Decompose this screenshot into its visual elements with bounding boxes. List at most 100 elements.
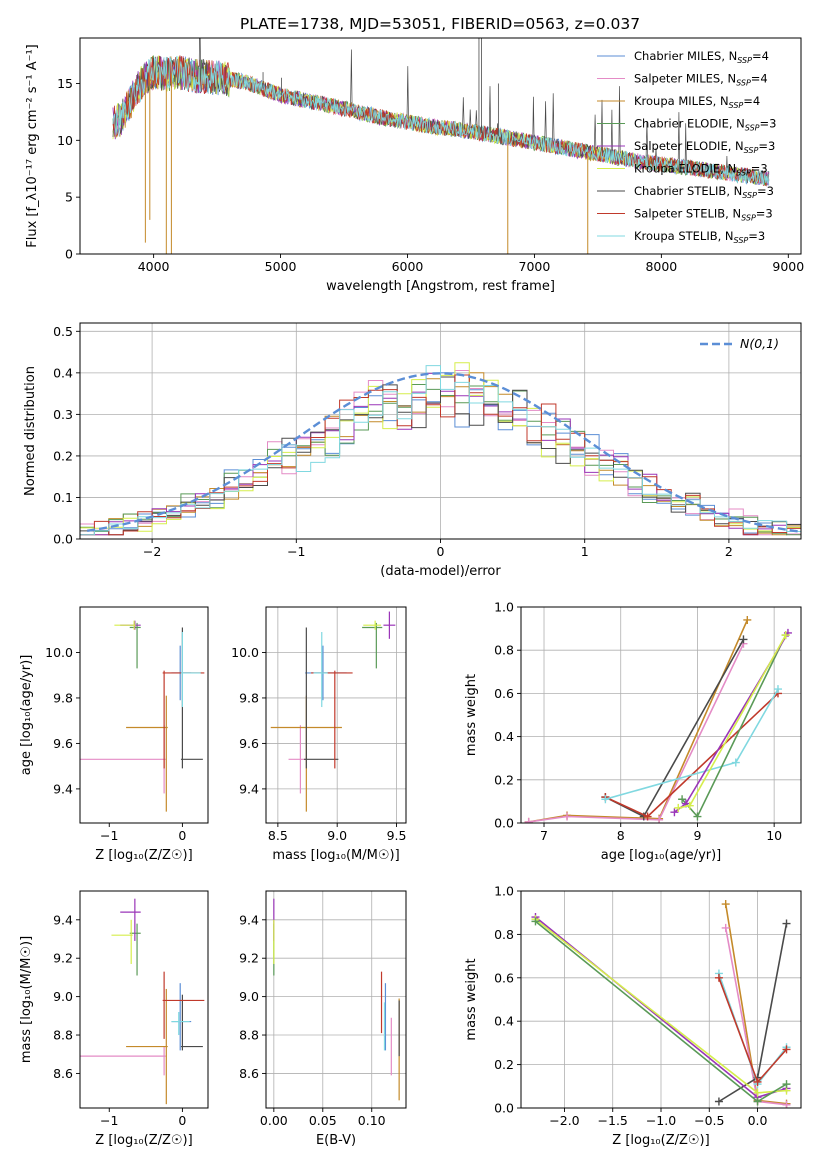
y-tick-label: 10.0 xyxy=(45,645,73,660)
legend-label: Salpeter ELODIE, NSSP=3 xyxy=(634,139,775,155)
legend-label: Kroupa ELODIE, NSSP=3 xyxy=(634,162,768,178)
weight-marker xyxy=(643,812,652,821)
x-axis-label: E(B-V) xyxy=(316,1133,356,1148)
weight-marker xyxy=(721,923,730,932)
weight-line xyxy=(605,692,779,818)
y-tick-label: 0.4 xyxy=(53,365,73,380)
histogram-step xyxy=(80,365,801,536)
plot-area-age-vs-Z xyxy=(80,620,205,812)
y-tick-label: 0.2 xyxy=(53,448,73,463)
x-tick-label: 0.05 xyxy=(309,1113,337,1128)
normal-curve xyxy=(87,372,801,533)
x-tick-label: −1 xyxy=(100,828,118,843)
x-axis-label: wavelength [Angstrom, rest frame] xyxy=(326,279,555,294)
x-tick-label: 7 xyxy=(540,828,548,843)
y-tick-label: 8.6 xyxy=(239,1066,259,1081)
weight-marker xyxy=(773,685,782,694)
y-tick-label: 9.2 xyxy=(239,951,259,966)
y-tick-label: 0.2 xyxy=(494,772,514,787)
x-tick-label: 8000 xyxy=(645,259,677,274)
x-tick-label: 0 xyxy=(178,828,186,843)
y-tick-label: 8.8 xyxy=(53,1028,73,1043)
y-axis-label: Normed distribution xyxy=(23,366,38,496)
y-tick-label: 9.4 xyxy=(53,781,73,796)
weight-marker xyxy=(781,631,790,640)
x-tick-label: 8.5 xyxy=(268,828,288,843)
x-tick-label: −1.5 xyxy=(598,1113,628,1128)
weight-marker xyxy=(753,1088,762,1097)
weight-marker xyxy=(743,615,752,624)
x-tick-label: 8 xyxy=(617,828,625,843)
weight-line xyxy=(724,903,787,1105)
y-tick-label: 0.0 xyxy=(494,1101,514,1116)
x-tick-label: 4000 xyxy=(138,259,170,274)
y-tick-label: 0 xyxy=(65,247,73,262)
axes-mass-vs-Z: −1 0 8.6 8.8 9.0 9.2 9.4 Z [log₁₀(Z/Z☉)] mass [l… xyxy=(19,890,209,1148)
weight-marker xyxy=(601,795,610,804)
y-tick-label: 9.4 xyxy=(53,912,73,927)
weight-marker xyxy=(782,1100,791,1108)
x-tick-label: 10 xyxy=(766,828,782,843)
x-axis-label: age [log₁₀(age/yr)] xyxy=(601,848,722,863)
weight-marker xyxy=(721,900,730,909)
legend-label: N(0,1) xyxy=(740,336,779,351)
x-tick-label: −0.5 xyxy=(694,1113,724,1128)
figure-title: PLATE=1738, MJD=53051, FIBERID=0563, z=0… xyxy=(240,15,640,33)
y-tick-label: 1.0 xyxy=(494,600,514,615)
x-tick-label: 0.00 xyxy=(260,1113,288,1128)
axes-frame xyxy=(265,890,407,1109)
weight-marker xyxy=(655,815,664,823)
plot-area-mass-vs-ebv xyxy=(273,898,400,1101)
x-axis-label: Z [log₁₀(Z/Z☉)] xyxy=(95,848,192,863)
weight-marker xyxy=(782,1045,791,1054)
y-tick-label: 15 xyxy=(57,76,73,91)
y-tick-label: 0.4 xyxy=(494,1014,514,1029)
weight-marker xyxy=(782,1080,791,1089)
spectrum-line xyxy=(112,55,770,186)
x-tick-label: −1 xyxy=(100,1113,118,1128)
axes-age-vs-mass: 8.5 9.0 9.5 9.4 9.6 9.8 10.0 mass [log₁₀(M/M☉)] xyxy=(231,606,407,863)
x-tick-label: 9.5 xyxy=(387,828,407,843)
weight-marker xyxy=(563,812,572,821)
weight-line xyxy=(528,643,745,823)
plot-area-mass-vs-Z xyxy=(80,898,205,1105)
legend-label: Kroupa MILES, NSSP=4 xyxy=(634,94,760,110)
plot-area-age-vs-mass xyxy=(270,611,396,812)
x-tick-label: 9.0 xyxy=(327,828,347,843)
y-axis-label: mass weight xyxy=(464,958,479,1040)
y-tick-label: 9.4 xyxy=(239,781,259,796)
plot-area-weight-vs-age xyxy=(524,615,792,823)
y-axis-label: age [log₁₀(age/yr)] xyxy=(19,655,34,776)
y-tick-label: 0.1 xyxy=(53,490,73,505)
y-tick-label: 0.8 xyxy=(494,643,514,658)
weight-marker xyxy=(753,1097,762,1106)
x-tick-label: 9 xyxy=(693,828,701,843)
legend-label: Chabrier STELIB, NSSP=3 xyxy=(634,184,774,200)
weight-marker xyxy=(739,635,748,644)
x-tick-label: 0 xyxy=(178,1113,186,1128)
x-tick-label: −2 xyxy=(143,544,161,559)
x-tick-label: 0 xyxy=(437,544,445,559)
legend-label: Chabrier ELODIE, NSSP=3 xyxy=(634,117,776,133)
y-tick-label: 0.2 xyxy=(494,1057,514,1072)
weight-marker xyxy=(693,812,702,821)
y-tick-label: 0.3 xyxy=(53,407,73,422)
y-tick-label: 1.0 xyxy=(494,884,514,899)
y-tick-label: 9.8 xyxy=(239,690,259,705)
y-tick-label: 9.4 xyxy=(239,912,259,927)
x-axis-label: (data-model)/error xyxy=(380,564,501,579)
plot-area-residuals xyxy=(80,362,801,536)
legend-label: Kroupa STELIB, NSSP=3 xyxy=(634,229,765,245)
legend-label: Salpeter STELIB, NSSP=3 xyxy=(634,207,773,223)
y-tick-label: 0.4 xyxy=(494,729,514,744)
y-axis-label: mass [log₁₀(M/M☉)] xyxy=(19,936,34,1063)
weight-marker xyxy=(670,808,679,817)
y-tick-label: 0.6 xyxy=(494,686,514,701)
x-tick-label: 6000 xyxy=(392,259,424,274)
weight-marker xyxy=(731,758,740,767)
x-axis-label: Z [log₁₀(Z/Z☉)] xyxy=(612,1133,709,1148)
x-tick-label: 2 xyxy=(725,544,733,559)
y-tick-label: 0.0 xyxy=(53,532,73,547)
y-tick-label: 9.8 xyxy=(53,690,73,705)
